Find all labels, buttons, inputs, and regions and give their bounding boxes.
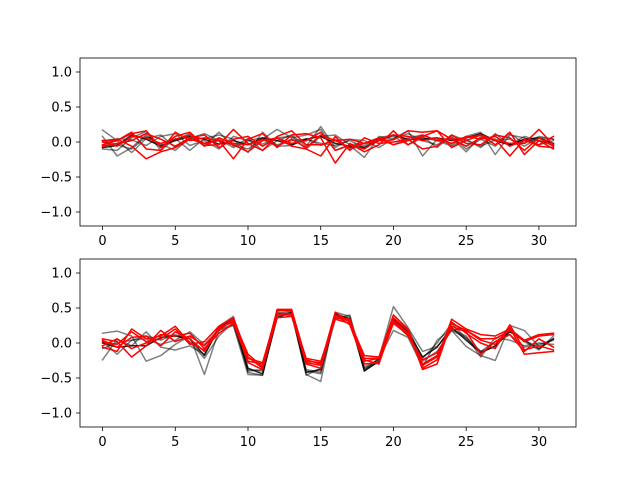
top-subplot: 0 5 10 15 20 25 30 −1.0 −0.5 0.0 0.5 1.0 [40, 57, 577, 249]
x-tick-label: 30 [531, 234, 548, 249]
y-tick-label: 1.0 [51, 267, 72, 282]
x-tick-label: 15 [312, 234, 329, 249]
x-tick-label: 30 [531, 435, 548, 450]
x-tick-label: 10 [240, 234, 257, 249]
y-tick-label: 0.0 [51, 337, 72, 352]
y-tick-label: −1.0 [40, 206, 72, 221]
x-tick-label: 25 [458, 234, 475, 249]
x-tick-label: 20 [385, 234, 402, 249]
y-tick-label: −0.5 [40, 171, 72, 186]
y-tick-label: −0.5 [40, 372, 72, 387]
y-tick-label: 1.0 [51, 66, 72, 81]
x-tick-label: 20 [385, 435, 402, 450]
y-tick-label: 0.0 [51, 136, 72, 151]
x-tick-label: 15 [312, 435, 329, 450]
y-tick-label: 0.5 [51, 302, 72, 317]
x-tick-label: 0 [98, 234, 106, 249]
series-line [101, 134, 555, 160]
bottom-subplot: 0 5 10 15 20 25 30 −1.0 −0.5 0.0 0.5 1.0 [40, 258, 577, 450]
series-line [101, 132, 555, 149]
x-tick-label: 5 [171, 435, 179, 450]
x-tick-label: 10 [240, 435, 257, 450]
y-tick-label: −1.0 [40, 407, 72, 422]
x-tick-label: 25 [458, 435, 475, 450]
x-tick-label: 0 [98, 435, 106, 450]
x-tick-label: 5 [171, 234, 179, 249]
series-line [101, 134, 555, 157]
y-tick-label: 0.5 [51, 101, 72, 116]
series-line [101, 314, 555, 371]
series-line [101, 130, 555, 164]
series-line [101, 315, 555, 368]
